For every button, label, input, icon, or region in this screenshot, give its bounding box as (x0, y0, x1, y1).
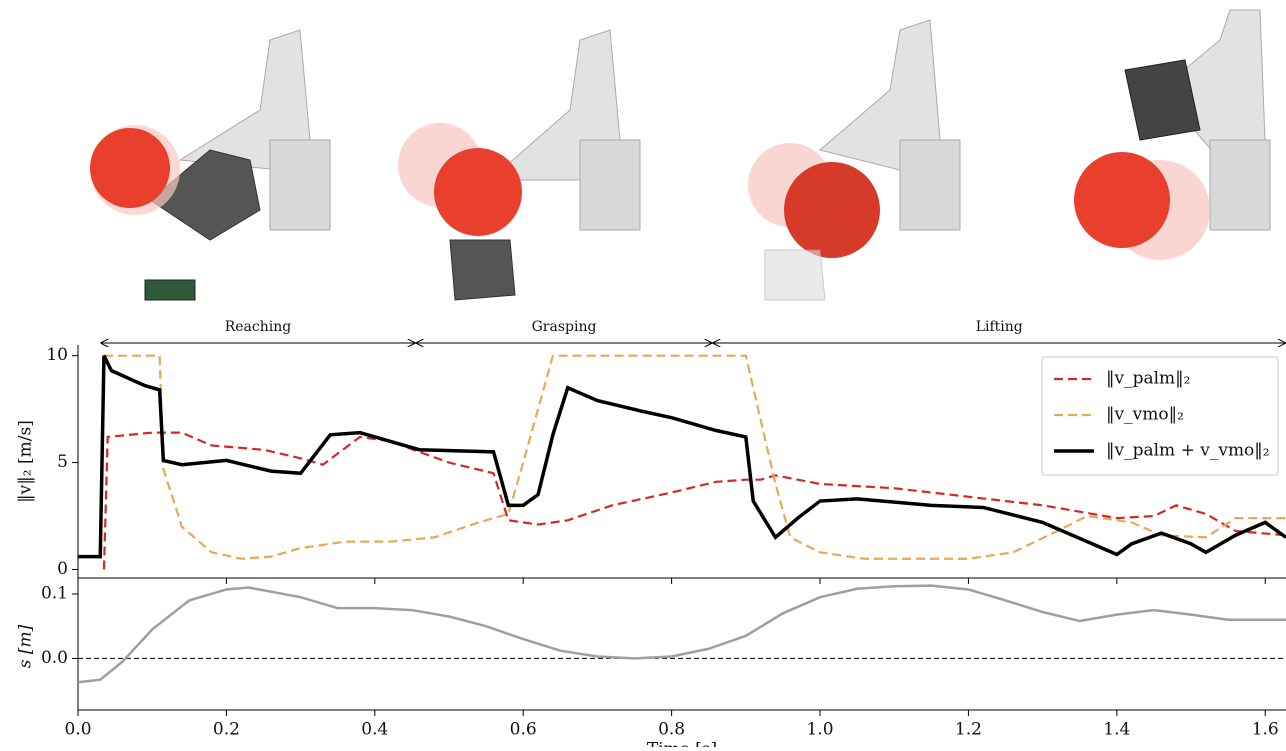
snapshot-lifting-2 (1074, 10, 1270, 260)
y-tick-label: 5 (57, 452, 68, 472)
figure: 0 5 10 ‖v‖₂ [m/s] Reaching Grasping Lifting ‖v_… (0, 0, 1286, 747)
phase-label: Grasping (532, 319, 597, 335)
y-axis-label: s [m] (16, 624, 36, 668)
x-axis-label: Time [s] (647, 740, 717, 748)
x-tick-label: 1.4 (1103, 720, 1130, 740)
series-line (78, 586, 1286, 683)
robot-snapshots (90, 10, 1270, 300)
x-tick-label: 0.6 (510, 720, 537, 740)
x-tick-label: 1.2 (955, 720, 982, 740)
y-tick-label: 0.0 (41, 648, 68, 668)
phase-label: Reaching (225, 319, 292, 335)
snapshot-grasping (398, 30, 640, 300)
x-tick-label: 0.8 (658, 720, 685, 740)
page: {"chart_data":[ {"type":"line","ylabel":… (0, 0, 1286, 751)
x-tick-label: 0.2 (213, 720, 240, 740)
x-tick-label: 1.6 (1252, 720, 1279, 740)
legend-label: ‖v_vmo‖₂ (1106, 405, 1184, 425)
x-tick-label: 0.0 (64, 720, 91, 740)
phase-label: Lifting (976, 319, 1023, 335)
legend-label: ‖v_palm + v_vmo‖₂ (1106, 441, 1270, 461)
x-tick-label: 1.0 (806, 720, 833, 740)
snapshot-lifting-1 (748, 20, 960, 300)
snapshot-reaching (90, 30, 330, 300)
y-axis-label: ‖v‖₂ [m/s] (16, 420, 36, 503)
y-tick-label: 0.1 (41, 583, 68, 603)
x-tick-label: 0.4 (361, 720, 388, 740)
y-tick-label: 10 (46, 345, 68, 365)
legend-label: ‖v_palm‖₂ (1106, 369, 1191, 389)
y-tick-label: 0 (57, 559, 68, 579)
